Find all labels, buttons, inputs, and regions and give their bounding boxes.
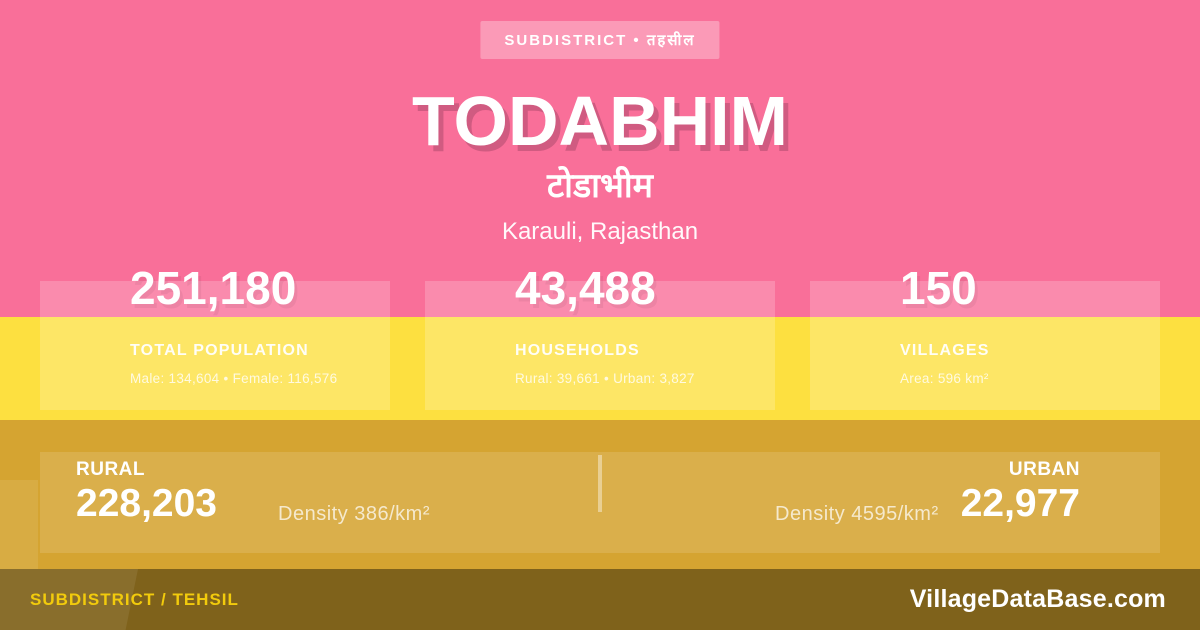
urban-value: 22,977	[960, 482, 1080, 525]
location-subtitle: Karauli, Rajasthan	[501, 218, 699, 245]
vertical-divider	[598, 455, 602, 512]
breakdown-panel	[40, 452, 1160, 553]
stat-card-villages-overlay	[810, 281, 1160, 410]
stat-label: HOUSEHOLDS	[515, 342, 640, 359]
stat-card-population: 251,180 TOTAL POPULATION Male: 134,604 •…	[40, 262, 390, 386]
breakdown-band-background	[0, 420, 1200, 569]
stat-detail: Rural: 39,661 • Urban: 3,827	[515, 371, 695, 386]
stat-detail: Area: 596 km²	[900, 371, 989, 386]
subdistrict-badge: SUBDISTRICT • तहसील	[480, 21, 720, 59]
rural-value: 228,203	[76, 482, 217, 525]
stat-card-households: 43,488 HOUSEHOLDS Rural: 39,661 • Urban:…	[425, 262, 775, 386]
footer-bar-background	[0, 569, 1200, 630]
badge-label: SUBDISTRICT • तहसील	[504, 32, 696, 49]
rural-label: RURAL	[76, 459, 145, 480]
stat-value: 150	[900, 262, 977, 314]
rural-block: RURAL 228,203	[76, 459, 217, 525]
site-name: VillageDataBase.com	[909, 585, 1166, 613]
stat-card-population-overlay	[40, 281, 390, 410]
header-section-background	[0, 0, 1200, 317]
stat-value: 43,488	[515, 262, 656, 314]
stats-band-background	[0, 317, 1200, 420]
urban-density: Density 4595/km²	[775, 503, 939, 525]
stat-label: VILLAGES	[900, 342, 990, 359]
rural-density: Density 386/km²	[278, 503, 430, 525]
urban-block: URBAN 22,977	[961, 459, 1080, 525]
stat-value: 251,180	[130, 262, 297, 314]
title-hindi: टोडाभीम	[547, 166, 653, 206]
footer-decorative-shape	[0, 569, 138, 630]
stat-detail: Male: 134,604 • Female: 116,576	[130, 371, 338, 386]
decorative-strip	[0, 480, 38, 569]
stat-card-households-overlay	[425, 281, 775, 410]
footer-type-label: SUBDISTRICT / TEHSIL	[30, 589, 239, 609]
stat-label: TOTAL POPULATION	[130, 342, 309, 359]
stat-card-villages: 150 VILLAGES Area: 596 km²	[810, 262, 1160, 386]
page-title: TODABHIM	[412, 82, 788, 160]
urban-label: URBAN	[1008, 459, 1080, 480]
